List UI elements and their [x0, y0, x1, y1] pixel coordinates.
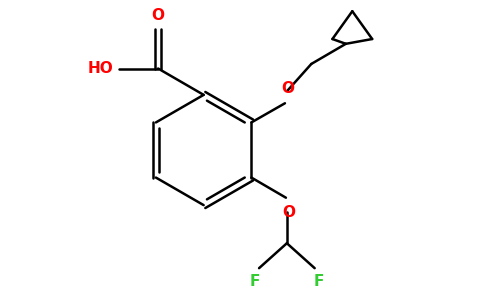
Text: F: F — [250, 274, 260, 290]
Text: O: O — [281, 81, 294, 96]
Text: HO: HO — [87, 61, 113, 76]
Text: O: O — [282, 206, 295, 220]
Text: F: F — [313, 274, 324, 290]
Text: O: O — [151, 8, 165, 23]
